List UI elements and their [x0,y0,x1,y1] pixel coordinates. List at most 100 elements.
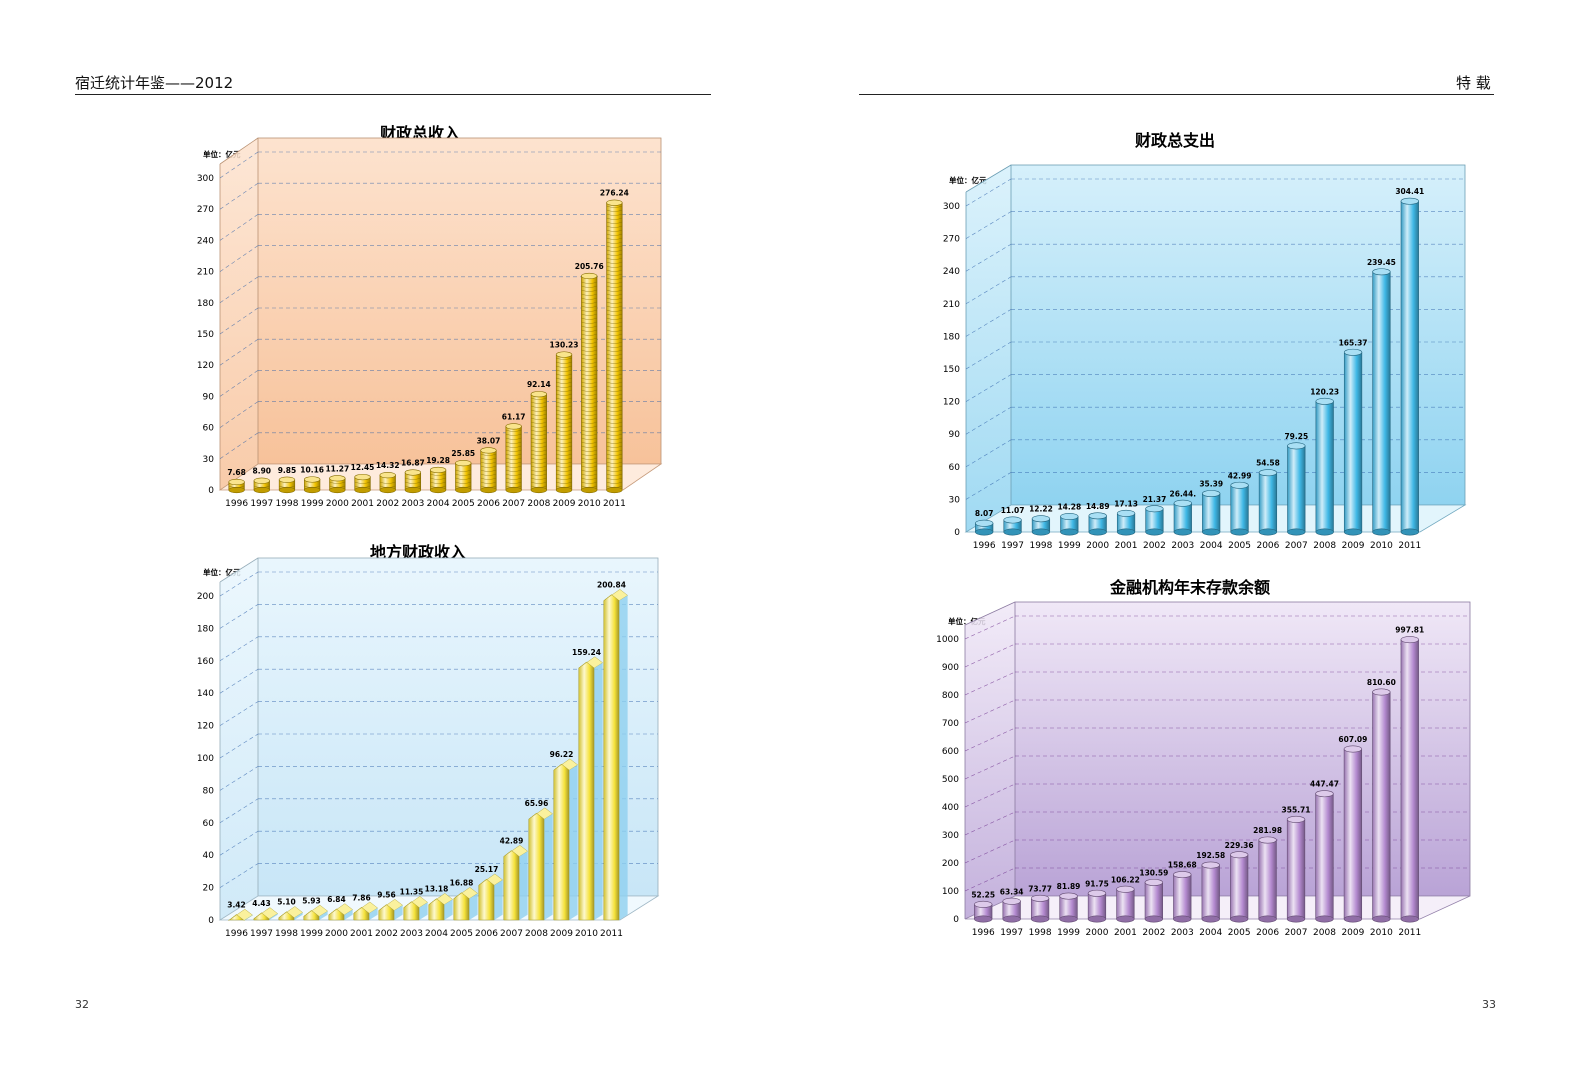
coin-edge [530,405,547,408]
x-tick-label: 2002 [376,499,399,509]
bar-base [455,486,472,494]
bar-top [278,476,296,483]
coin-edge [606,397,623,400]
x-tick-label: 1997 [250,929,273,939]
y-tick-label: 400 [942,803,959,813]
coin-edge [606,293,623,296]
x-tick-label: 1999 [1057,928,1080,938]
bar-base [530,486,547,494]
bar-side [294,912,303,920]
unit-label: 单位：亿元 [949,175,987,185]
bar-top [1286,815,1306,823]
coin-edge [556,445,572,448]
y-tick-label: 30 [203,455,215,465]
bar-top [1230,851,1249,859]
coin-edge [606,289,623,292]
bar-base [1030,915,1050,923]
bar [480,447,497,494]
coin-edge [581,329,598,332]
coin-edge [581,469,598,472]
value-label: 355.71 [1282,805,1311,814]
bar-top [1144,878,1163,886]
bar [1173,871,1192,923]
grid-line [964,615,1016,640]
coin-edge [581,297,598,300]
coin-edge [606,269,623,272]
value-label: 159.24 [572,648,601,657]
coin-edge [556,389,572,392]
y-tick-label: 150 [943,365,960,375]
coin-edge [581,421,598,424]
coin-edge [379,485,396,488]
coin-edge [405,481,421,484]
coin-edge [556,401,572,404]
bar-top [379,471,396,479]
y-tick-label: 200 [197,592,214,602]
x-tick-label: 2005 [1228,928,1251,938]
bar [304,476,321,494]
value-label: 16.87 [401,458,425,467]
bar [1003,516,1022,536]
coin-edge [606,445,623,448]
y-tick-label: 60 [203,424,215,434]
x-tick-label: 2009 [1342,541,1365,551]
coin-edge [606,473,623,476]
coin-edge [480,461,497,464]
coin-edge [530,413,547,416]
coin-edge [455,477,472,480]
value-label: 447.47 [1310,780,1339,789]
bar-base [1116,528,1136,536]
coin-edge [581,321,598,324]
bar-base [1343,528,1363,536]
bar-base [278,486,296,494]
x-tick-label: 2000 [326,499,349,509]
coin-edge [606,337,623,340]
coin-edge [505,485,522,488]
y-tick-label: 20 [203,884,215,894]
coin-edge [430,481,446,484]
y-tick-label: 700 [942,719,959,729]
coin-edge [581,389,598,392]
grid-line [965,374,1012,402]
bar-top [1202,490,1221,498]
coin-edge [505,437,522,440]
coin-edge [405,485,421,488]
x-tick-label: 1996 [972,928,995,938]
y-tick-label: 200 [942,859,959,869]
bar [228,478,245,494]
x-tick-label: 2011 [1398,928,1421,938]
y-tick-label: 60 [949,463,961,473]
bar-base [555,486,573,494]
coin-edge [505,457,522,460]
coin-edge [581,485,598,488]
value-label: 73.77 [1028,884,1052,893]
coin-edge [581,377,598,380]
coin-edge [556,397,572,400]
bar [353,901,378,921]
y-tick-label: 210 [943,300,960,310]
x-tick-label: 2001 [1114,928,1137,938]
coin-edge [581,365,598,368]
value-label: 54.58 [1256,459,1280,468]
coin-edge [480,477,497,480]
value-label: 9.85 [278,466,297,475]
bar-base [1258,915,1277,923]
x-tick-label: 1998 [1029,928,1052,938]
coin-edge [581,357,598,360]
coin-edge [606,389,623,392]
bar-base [1372,915,1391,923]
value-label: 192.58 [1196,851,1225,860]
bar [1372,688,1391,923]
coin-edge [556,457,572,460]
value-label: 13.18 [425,885,449,894]
bar-top [581,272,598,280]
left-page-header: 宿迁统计年鉴——2012 [75,74,234,92]
coin-edge [581,473,598,476]
coin-edge [606,325,623,328]
bar-side [494,879,503,920]
coin-edge [530,457,547,460]
coin-edge [530,437,547,440]
coin-edge [556,453,572,456]
box-edge [964,601,1016,626]
coin-edge [581,353,598,356]
